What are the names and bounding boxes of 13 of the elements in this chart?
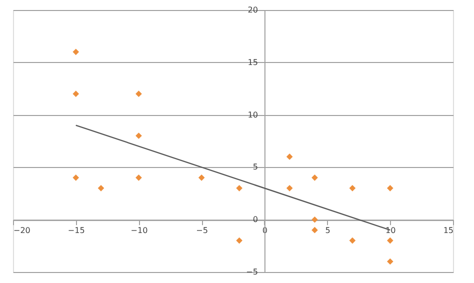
y-tick-label: 15 xyxy=(248,58,258,67)
y-tick-label: 20 xyxy=(248,6,258,14)
y-tick-label: 10 xyxy=(248,110,258,120)
x-tick-label: −5 xyxy=(196,226,208,236)
x-tick-label: 15 xyxy=(443,226,454,236)
y-tick-label: 0 xyxy=(252,215,258,224)
x-tick-label: −10 xyxy=(130,226,148,236)
x-tick-label: 10 xyxy=(386,226,396,236)
x-tick-label: 5 xyxy=(325,226,330,236)
x-tick-label: −20 xyxy=(14,226,30,236)
y-tick-label: −5 xyxy=(246,268,258,276)
y-tick-label: 5 xyxy=(252,162,258,172)
x-tick-label: −15 xyxy=(68,226,85,236)
